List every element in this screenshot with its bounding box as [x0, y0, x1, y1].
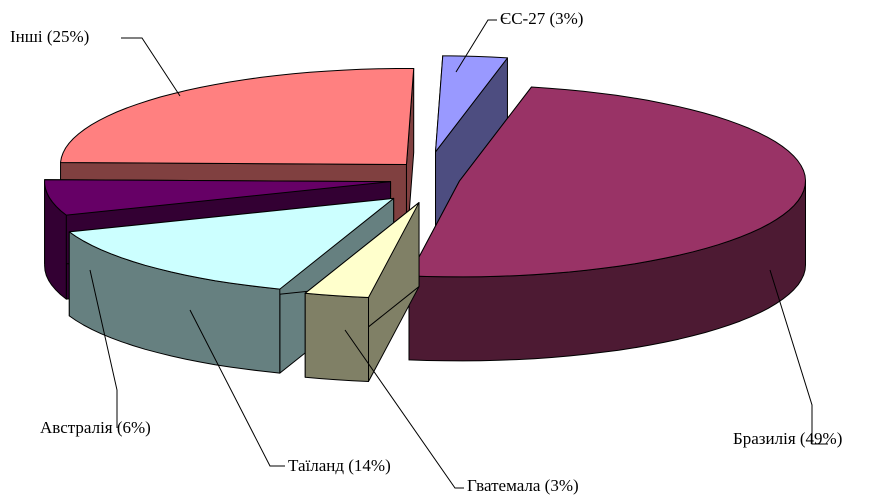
leader-lines — [89, 19, 828, 489]
slice-brazil-side — [408, 86, 806, 362]
leader-line-brazil — [769, 269, 828, 445]
slice-label-thailand: Таїланд (14%) — [288, 456, 391, 475]
slice-label-guatemala: Гватемала (3%) — [467, 476, 579, 495]
leader-line-eu27 — [455, 19, 497, 73]
leader-line-others — [121, 37, 181, 97]
slice-labels: Бразилія (49%) Гватемала (3%) Таїланд (1… — [10, 9, 842, 495]
slice-guatemala-rim-0 — [304, 292, 369, 382]
slice-label-eu27: ЄС-27 (3%) — [500, 9, 583, 28]
slice-thailand-top — [68, 197, 395, 290]
slice-label-australia: Австралія (6%) — [40, 418, 151, 437]
slice-eu27-top — [435, 55, 508, 153]
slice-label-others: Інші (25%) — [10, 27, 89, 46]
slice-guatemala-side — [304, 202, 420, 383]
slice-label-brazil: Бразилія (49%) — [733, 429, 842, 448]
leader-line-guatemala — [344, 329, 464, 489]
leader-line-australia — [89, 269, 118, 428]
leader-line-thailand — [189, 309, 285, 467]
slice-guatemala-top — [304, 202, 420, 299]
slice-brazil-top — [408, 86, 806, 278]
slice-australia-top — [44, 179, 392, 216]
slice-sides — [44, 55, 806, 383]
slice-others-top — [60, 68, 415, 166]
